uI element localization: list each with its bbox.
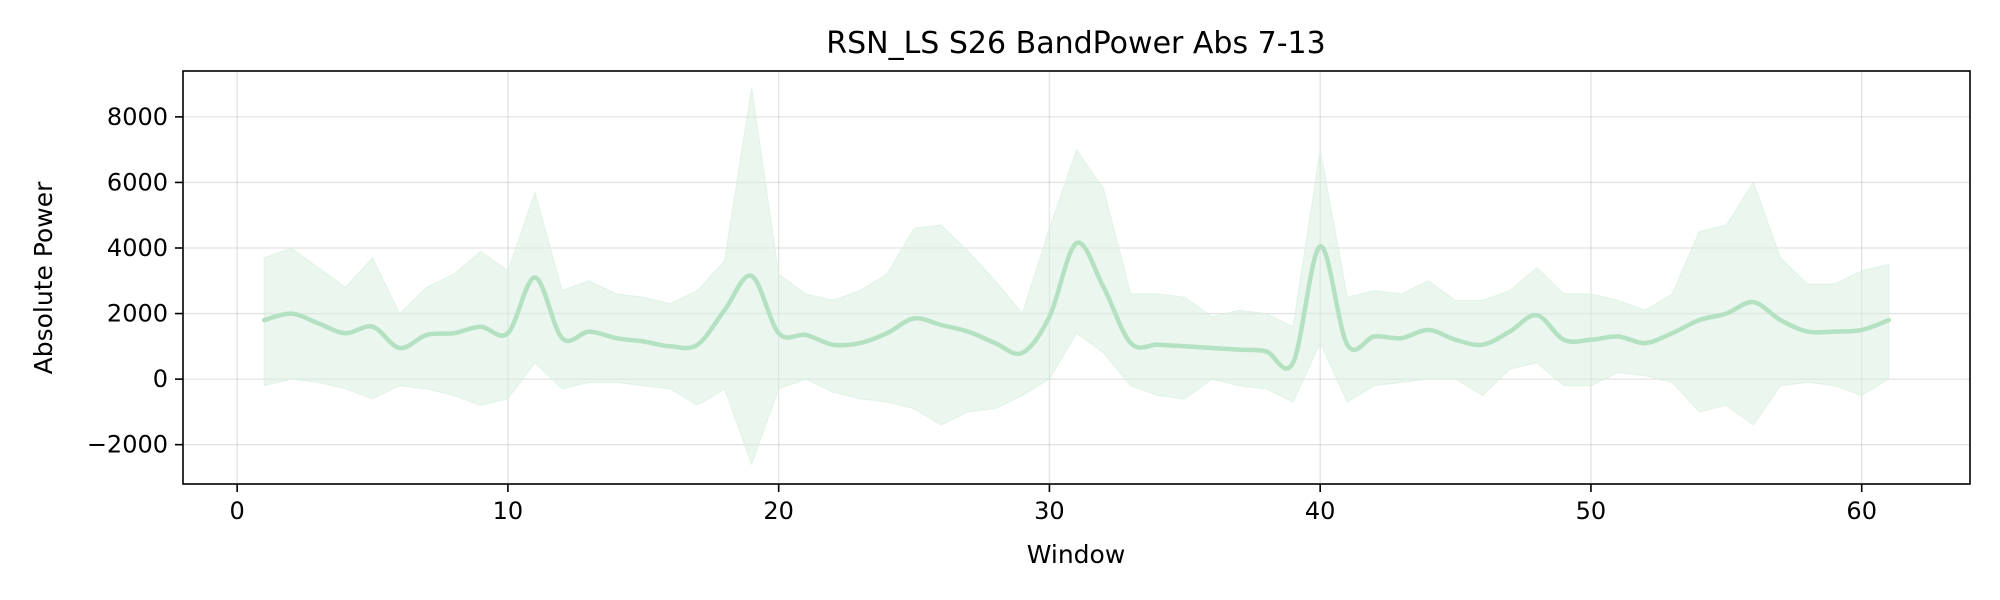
y-tick-label: 8000 bbox=[107, 103, 168, 131]
confidence-band bbox=[263, 87, 1890, 466]
x-tick-label: 40 bbox=[1305, 497, 1336, 525]
y-tick-label: 4000 bbox=[107, 234, 168, 262]
y-tick-label: 2000 bbox=[107, 300, 168, 328]
chart-title: RSN_LS S26 BandPower Abs 7-13 bbox=[826, 26, 1325, 61]
x-tick-label: 10 bbox=[493, 497, 524, 525]
x-tick-label: 50 bbox=[1576, 497, 1607, 525]
x-axis-label: Window bbox=[1027, 540, 1126, 569]
y-tick-label: 6000 bbox=[107, 168, 168, 196]
x-tick-label: 60 bbox=[1846, 497, 1877, 525]
plot-frame bbox=[182, 70, 1971, 485]
x-tick-label: 0 bbox=[230, 497, 245, 525]
y-axis-label: Absolute Power bbox=[29, 181, 58, 375]
y-tick-label: 0 bbox=[153, 365, 168, 393]
y-axis: −2000 0 2000 4000 6000 8000 bbox=[87, 103, 183, 459]
mean-line bbox=[261, 240, 1892, 371]
x-tick-label: 20 bbox=[763, 497, 794, 525]
y-tick-label: −2000 bbox=[87, 431, 168, 459]
x-axis: 0 10 20 30 40 50 60 bbox=[230, 484, 1877, 525]
x-tick-label: 30 bbox=[1034, 497, 1065, 525]
